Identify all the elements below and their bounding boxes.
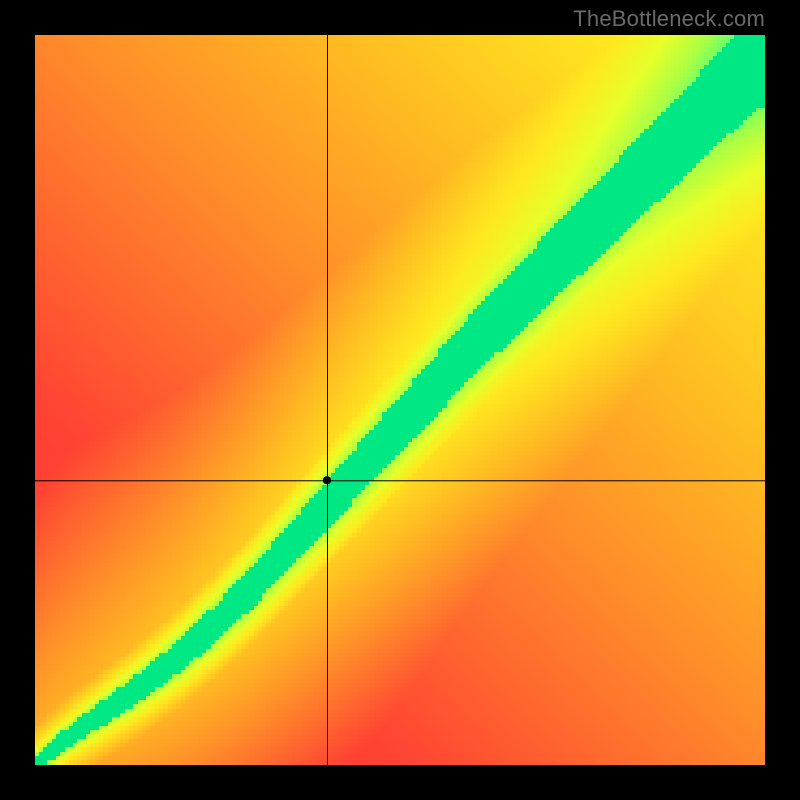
bottleneck-heatmap xyxy=(35,35,765,765)
plot-area xyxy=(35,35,765,765)
watermark-text: TheBottleneck.com xyxy=(573,6,765,32)
chart-container: TheBottleneck.com xyxy=(0,0,800,800)
